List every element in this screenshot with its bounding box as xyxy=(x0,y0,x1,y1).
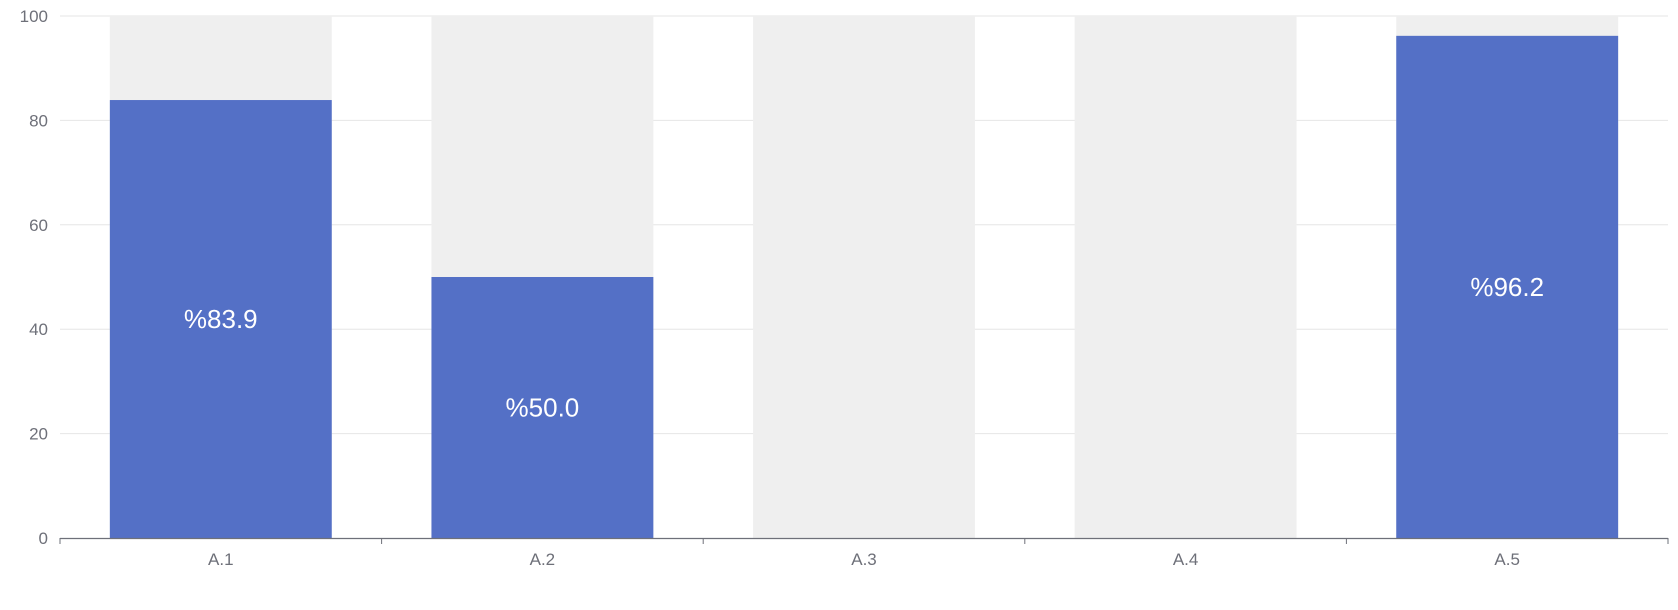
bar-data-label: %83.9 xyxy=(184,304,258,334)
bar xyxy=(109,100,332,539)
x-tick-label: A.1 xyxy=(208,550,234,569)
bar-data-label: %50.0 xyxy=(506,393,580,423)
y-tick-label: 40 xyxy=(29,320,48,339)
x-tick-label: A.2 xyxy=(530,550,556,569)
background-bars xyxy=(109,16,1619,538)
bar xyxy=(431,277,654,538)
background-bar xyxy=(1074,16,1297,538)
data-bars xyxy=(109,35,1619,539)
y-tick-label: 60 xyxy=(29,216,48,235)
x-tick-label: A.5 xyxy=(1494,550,1520,569)
x-tick-label: A.3 xyxy=(851,550,877,569)
background-bar xyxy=(753,16,975,538)
x-axis xyxy=(59,537,1669,544)
y-axis-tick-labels: 0 20 40 60 80 100 xyxy=(20,7,48,548)
bar-data-label: %96.2 xyxy=(1470,272,1544,302)
bar-data-labels: %83.9 %50.0 %96.2 xyxy=(184,272,1544,423)
x-axis-tick-labels: A.1 A.2 A.3 A.4 A.5 xyxy=(208,550,1520,569)
y-tick-label: 80 xyxy=(29,111,48,130)
bar xyxy=(1396,35,1619,538)
y-tick-label: 0 xyxy=(39,529,48,548)
y-tick-label: 100 xyxy=(20,7,48,26)
x-tick-label: A.4 xyxy=(1173,550,1199,569)
y-tick-label: 20 xyxy=(29,425,48,444)
